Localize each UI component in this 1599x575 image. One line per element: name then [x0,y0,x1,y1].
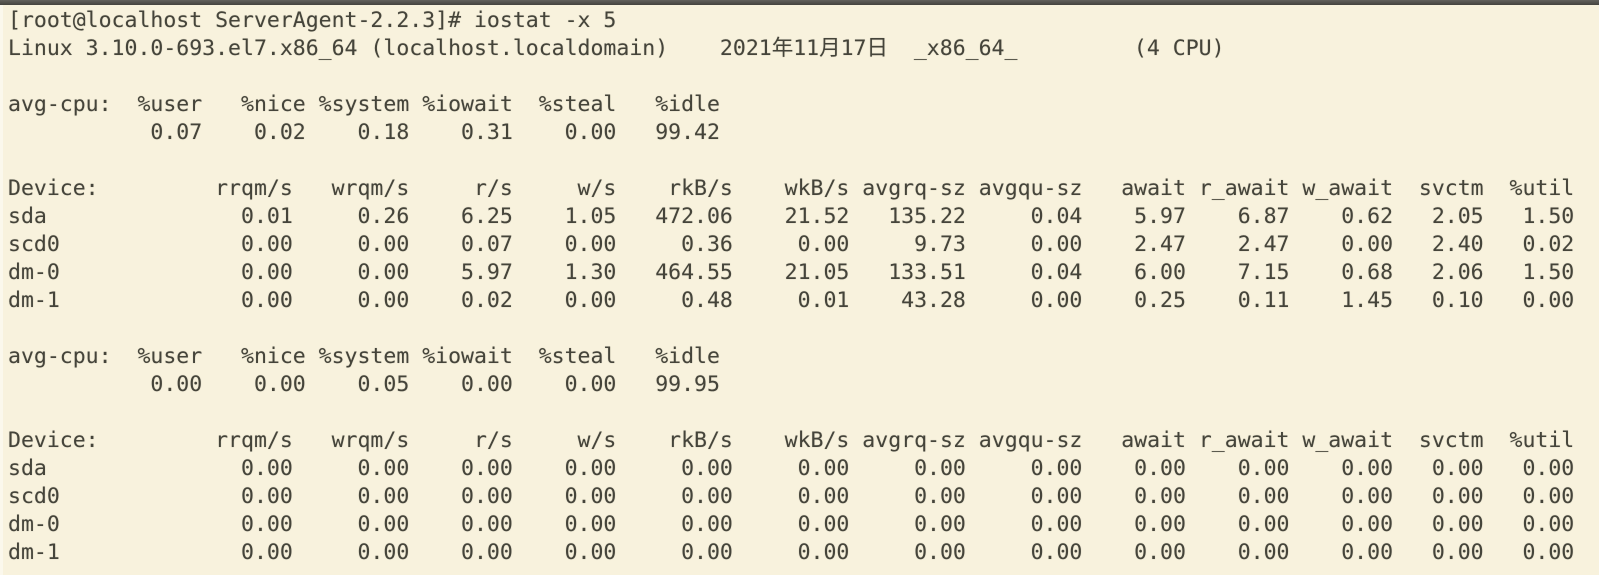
prompt-line: [root@localhost ServerAgent-2.2.3]# iost… [8,8,617,33]
blank-line [8,315,1599,343]
blank-line [8,567,1599,575]
device-row-scd0: scd0 0.00 0.00 0.07 0.00 0.36 0.00 9.73 … [8,232,1575,257]
device-row-dm-0: dm-0 0.00 0.00 5.97 1.30 464.55 21.05 13… [8,260,1575,285]
window-top-edge [0,0,1599,5]
device-row-dm-1: dm-1 0.00 0.00 0.00 0.00 0.00 0.00 0.00 … [8,540,1575,565]
blank-line [8,399,1599,427]
cpu-header-line: avg-cpu: %user %nice %system %iowait %st… [8,92,720,117]
device-header-line: Device: rrqm/s wrqm/s r/s w/s rkB/s wkB/… [8,428,1575,453]
device-row-scd0: scd0 0.00 0.00 0.00 0.00 0.00 0.00 0.00 … [8,484,1575,509]
cpu-values-line: 0.00 0.00 0.05 0.00 0.00 99.95 [8,372,720,397]
terminal-screen[interactable]: [root@localhost ServerAgent-2.2.3]# iost… [0,5,1599,575]
blank-line [8,63,1599,91]
device-row-sda: sda 0.00 0.00 0.00 0.00 0.00 0.00 0.00 0… [8,456,1575,481]
device-row-dm-1: dm-1 0.00 0.00 0.02 0.00 0.48 0.01 43.28… [8,288,1575,313]
blank-line [8,147,1599,175]
banner-line: Linux 3.10.0-693.el7.x86_64 (localhost.l… [8,36,1225,61]
device-header-line: Device: rrqm/s wrqm/s r/s w/s rkB/s wkB/… [8,176,1575,201]
window-left-edge [0,5,3,575]
cpu-values-line: 0.07 0.02 0.18 0.31 0.00 99.42 [8,120,720,145]
cpu-header-line: avg-cpu: %user %nice %system %iowait %st… [8,344,720,369]
device-row-sda: sda 0.01 0.26 6.25 1.05 472.06 21.52 135… [8,204,1575,229]
iostat-output: Linux 3.10.0-693.el7.x86_64 (localhost.l… [8,35,1599,575]
device-row-dm-0: dm-0 0.00 0.00 0.00 0.00 0.00 0.00 0.00 … [8,512,1575,537]
